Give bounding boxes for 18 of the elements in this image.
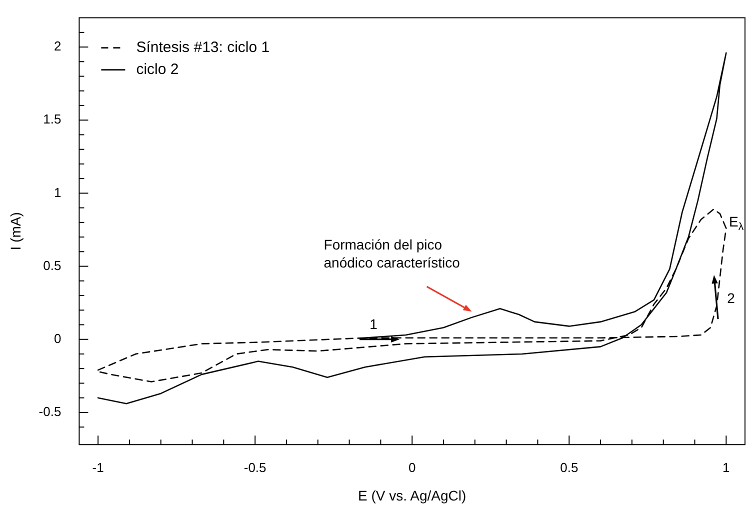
x-tick-label: 0 <box>408 460 416 475</box>
y-tick-label: 1 <box>54 184 62 200</box>
y-axis-title: I (mA) <box>7 212 24 250</box>
x-axis-title: E (V vs. Ag/AgCl) <box>358 487 466 504</box>
y-tick-label: 0 <box>54 330 62 346</box>
legend-label: ciclo 2 <box>136 60 179 78</box>
y-tick-label: 0.5 <box>43 258 62 273</box>
annotation: 2 <box>727 290 736 306</box>
annotation: Formación del pico anódico característico <box>324 236 460 270</box>
y-tick-label: 2 <box>54 38 62 54</box>
x-tick-label: -0.5 <box>244 460 266 475</box>
annotation: 1 <box>370 316 378 332</box>
x-tick-label: 0.5 <box>560 460 578 475</box>
x-tick-label: -1 <box>92 460 104 475</box>
y-tick-label: 1.5 <box>43 112 62 127</box>
x-tick-label: 1 <box>722 460 730 475</box>
legend-label: Síntesis #13: ciclo 1 <box>136 38 270 56</box>
y-tick-label: -0.5 <box>38 404 62 420</box>
